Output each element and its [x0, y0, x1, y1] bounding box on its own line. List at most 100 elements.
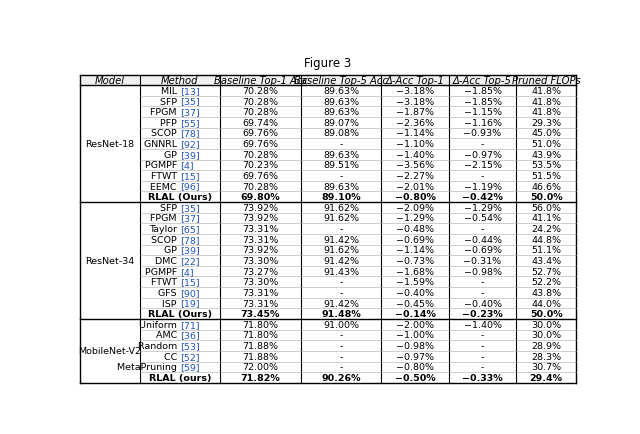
Text: 69.80%: 69.80%	[241, 193, 280, 202]
Text: 69.74%: 69.74%	[243, 118, 278, 128]
Text: 89.63%: 89.63%	[323, 87, 359, 95]
Text: −0.44%: −0.44%	[463, 235, 502, 244]
Text: EEMC: EEMC	[150, 182, 180, 191]
Text: [90]: [90]	[180, 288, 200, 297]
Text: −1.29%: −1.29%	[463, 204, 502, 212]
Text: −0.97%: −0.97%	[463, 150, 502, 159]
Text: -: -	[339, 171, 342, 181]
Text: 51.0%: 51.0%	[531, 140, 561, 149]
Text: −3.18%: −3.18%	[396, 97, 434, 106]
Text: 53.5%: 53.5%	[531, 161, 561, 170]
Text: [35]: [35]	[180, 97, 200, 106]
Text: 70.28%: 70.28%	[243, 182, 278, 191]
Text: -: -	[481, 288, 484, 297]
Text: 41.1%: 41.1%	[531, 214, 561, 223]
Text: CC: CC	[164, 352, 180, 361]
Text: 43.9%: 43.9%	[531, 150, 561, 159]
Text: Model: Model	[95, 76, 125, 85]
Text: −1.59%: −1.59%	[396, 278, 434, 286]
Text: 28.9%: 28.9%	[531, 341, 561, 350]
Text: 29.4%: 29.4%	[530, 373, 563, 382]
Text: −0.50%: −0.50%	[395, 373, 435, 382]
Text: Figure 3: Figure 3	[305, 57, 351, 70]
Text: 91.62%: 91.62%	[323, 204, 359, 212]
Text: 73.31%: 73.31%	[243, 299, 278, 308]
Text: [96]: [96]	[180, 182, 200, 191]
Text: 91.48%: 91.48%	[321, 309, 361, 319]
Text: 70.28%: 70.28%	[243, 150, 278, 159]
Text: Δ-Acc Top-5: Δ-Acc Top-5	[453, 76, 512, 85]
Text: 44.8%: 44.8%	[531, 235, 561, 244]
Text: [35]: [35]	[180, 204, 200, 212]
Text: 52.2%: 52.2%	[531, 278, 561, 286]
Text: -: -	[481, 352, 484, 361]
Text: Baseline Top-5 Acc: Baseline Top-5 Acc	[294, 76, 388, 85]
Text: [36]: [36]	[180, 331, 200, 340]
Text: 72.00%: 72.00%	[243, 362, 278, 372]
Text: −1.40%: −1.40%	[396, 150, 434, 159]
Text: −0.45%: −0.45%	[396, 299, 434, 308]
Text: 73.30%: 73.30%	[243, 278, 278, 286]
Text: 52.7%: 52.7%	[531, 267, 561, 276]
Text: PFP: PFP	[160, 118, 180, 128]
Text: [92]: [92]	[180, 140, 200, 149]
Text: −1.40%: −1.40%	[463, 320, 502, 329]
Text: MobileNet-V2: MobileNet-V2	[78, 347, 141, 355]
Text: 73.92%: 73.92%	[243, 214, 278, 223]
Text: 70.28%: 70.28%	[243, 97, 278, 106]
Text: 73.31%: 73.31%	[243, 235, 278, 244]
Text: -: -	[339, 341, 342, 350]
Text: [37]: [37]	[180, 214, 200, 223]
Text: 91.43%: 91.43%	[323, 267, 359, 276]
Text: -: -	[481, 140, 484, 149]
Text: FTWT: FTWT	[151, 171, 180, 181]
Text: 91.62%: 91.62%	[323, 246, 359, 255]
Text: 69.76%: 69.76%	[243, 129, 278, 138]
Text: -: -	[339, 225, 342, 233]
Text: −2.36%: −2.36%	[396, 118, 434, 128]
Text: -: -	[481, 362, 484, 372]
Text: [15]: [15]	[180, 171, 200, 181]
Text: Taylor: Taylor	[149, 225, 180, 233]
Text: −3.56%: −3.56%	[396, 161, 434, 170]
Text: DMC: DMC	[155, 256, 180, 266]
Text: 91.42%: 91.42%	[323, 299, 359, 308]
Text: −0.93%: −0.93%	[463, 129, 502, 138]
Text: 73.92%: 73.92%	[243, 204, 278, 212]
Text: −1.87%: −1.87%	[396, 108, 434, 117]
Text: 89.63%: 89.63%	[323, 182, 359, 191]
Text: -: -	[339, 288, 342, 297]
Text: 91.00%: 91.00%	[323, 320, 359, 329]
Text: Uniform: Uniform	[139, 320, 180, 329]
Text: −0.98%: −0.98%	[463, 267, 502, 276]
Text: −2.01%: −2.01%	[396, 182, 434, 191]
Text: 24.2%: 24.2%	[531, 225, 561, 233]
Text: MetaPruning: MetaPruning	[117, 362, 180, 372]
Text: 89.51%: 89.51%	[323, 161, 359, 170]
Text: RLAL (Ours): RLAL (Ours)	[148, 193, 212, 202]
Text: MIL: MIL	[161, 87, 180, 95]
Text: 71.88%: 71.88%	[243, 341, 278, 350]
Text: Δ-Acc Top-1: Δ-Acc Top-1	[385, 76, 444, 85]
Text: [4]: [4]	[180, 161, 194, 170]
Text: 71.88%: 71.88%	[243, 352, 278, 361]
Text: 69.76%: 69.76%	[243, 171, 278, 181]
Text: 41.8%: 41.8%	[531, 87, 561, 95]
Text: −1.68%: −1.68%	[396, 267, 434, 276]
Text: 71.80%: 71.80%	[243, 331, 278, 340]
Text: 89.63%: 89.63%	[323, 97, 359, 106]
Text: −0.69%: −0.69%	[396, 235, 434, 244]
Text: Pruned FLOPs: Pruned FLOPs	[512, 76, 580, 85]
Text: −1.85%: −1.85%	[463, 97, 502, 106]
Text: 73.92%: 73.92%	[243, 246, 278, 255]
Text: −0.73%: −0.73%	[396, 256, 434, 266]
Text: [13]: [13]	[180, 87, 200, 95]
Text: 50.0%: 50.0%	[530, 309, 563, 319]
Text: -: -	[339, 140, 342, 149]
Text: 43.8%: 43.8%	[531, 288, 561, 297]
Text: −2.27%: −2.27%	[396, 171, 434, 181]
Text: [15]: [15]	[180, 278, 200, 286]
Text: -: -	[339, 352, 342, 361]
Text: −0.23%: −0.23%	[462, 309, 503, 319]
Text: SFP: SFP	[160, 204, 180, 212]
